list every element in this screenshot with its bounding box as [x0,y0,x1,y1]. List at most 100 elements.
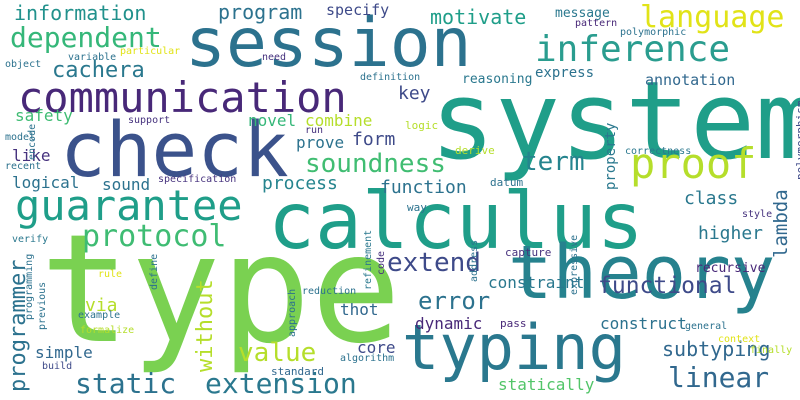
word-algorithm: algorithm [340,353,395,364]
word-encode: encode [27,123,38,160]
word-constraint: constraint [488,273,585,292]
word-expressive: expressive [569,234,580,295]
word-extend: extend [387,248,481,278]
word-logical: logical [12,173,80,192]
word-pass: pass [500,317,527,330]
word-via: via [85,295,118,316]
word-novel: novel [248,111,297,130]
word-formalize: formalize [80,325,135,336]
word-like: like [12,146,51,165]
word-lambda: lambda [770,189,792,258]
word-approach: approach [287,288,298,337]
word-class: class [684,188,739,209]
word-variable: variable [68,52,117,63]
word-recursive: recursive [695,261,766,276]
word-motivate: motivate [430,5,527,29]
word-recent: recent [5,161,42,172]
word-message: message [555,6,610,21]
word-code: code [376,250,387,275]
word-guarantee: guarantee [15,181,243,230]
word-reduction: reduction [302,286,357,297]
word-communication: communication [18,73,347,122]
word-thot: thot [340,300,379,319]
word-previous: previous [37,281,48,330]
word-finally: finally [750,345,793,356]
word-way: way [407,201,427,214]
word-core: core [357,338,396,357]
word-typing: typing [402,311,626,384]
word-reasoning: reasoning [462,72,533,87]
word-verify: verify [12,234,49,245]
word-construct: construct [600,314,687,333]
word-refinement: refinement [363,229,374,290]
word-check: check [60,105,289,194]
word-need: need [262,52,287,63]
word-context: context [718,334,761,345]
word-build: build [42,361,73,372]
word-information: information [14,1,147,25]
word-process: process [262,173,338,194]
word-object: object [5,59,42,70]
word-polymorphism: polymorphism [794,100,800,180]
word-program: program [218,0,303,24]
word-define: define [149,253,160,290]
word-theory: theory [508,230,776,316]
word-logic: logic [405,119,439,132]
word-subtyping: subtyping [662,337,771,361]
word-function: function [380,177,467,198]
word-sound: sound [102,175,151,194]
word-system: system [430,59,800,184]
word-example: example [78,310,121,321]
word-correctness: correctness [625,146,692,157]
word-derive: derive [455,144,495,157]
word-datum: datum [490,176,524,189]
word-model: model [5,132,36,143]
word-soundness: soundness [305,149,446,179]
word-simple: simple [35,343,93,362]
word-safety: safety [15,106,73,125]
word-property: property [603,122,619,190]
word-type: type [40,203,402,377]
word-functional: functional [598,273,737,299]
word-cachera: cachera [52,58,145,83]
word-extension: extension [205,367,357,400]
word-specification: specification [158,174,237,185]
word-express: express [535,65,595,81]
word-general: general [685,321,728,332]
word-form: form [352,129,396,150]
word-specify: specify [326,1,390,19]
word-session: session [185,4,472,83]
word-key: key [398,83,431,104]
word-programming: programming [24,253,35,320]
word-combine: combine [305,111,373,130]
word-static: static [75,367,177,400]
word-dynamic: dynamic [415,314,483,333]
word-capture: capture [505,246,552,259]
word-standard: standard [271,365,324,378]
word-polymorphic: polymorphic [620,27,687,38]
word-pattern: pattern [575,18,618,29]
word-support: support [128,115,171,126]
word-address: address [469,239,480,282]
word-prove: prove [296,133,345,152]
word-run: run [305,125,324,136]
word-inference: inference [535,29,731,70]
word-without: without [193,279,218,372]
word-particular: particular [120,46,181,57]
word-rule: rule [98,269,123,280]
word-value: value [238,338,317,368]
word-dependent: dependent [10,21,162,54]
word-protocol: protocol [82,219,227,254]
word-term: term [522,147,585,177]
word-style: style [742,209,773,220]
word-proof: proof [630,139,757,188]
word-language: language [640,0,785,35]
word-definition: definition [360,72,421,83]
word-annotation: annotation [645,71,736,89]
word-error: error [418,287,491,315]
word-linear: linear [668,361,770,394]
word-higher: higher [698,223,764,244]
word-statically: statically [498,375,595,394]
word-calculus: calculus [268,177,644,267]
